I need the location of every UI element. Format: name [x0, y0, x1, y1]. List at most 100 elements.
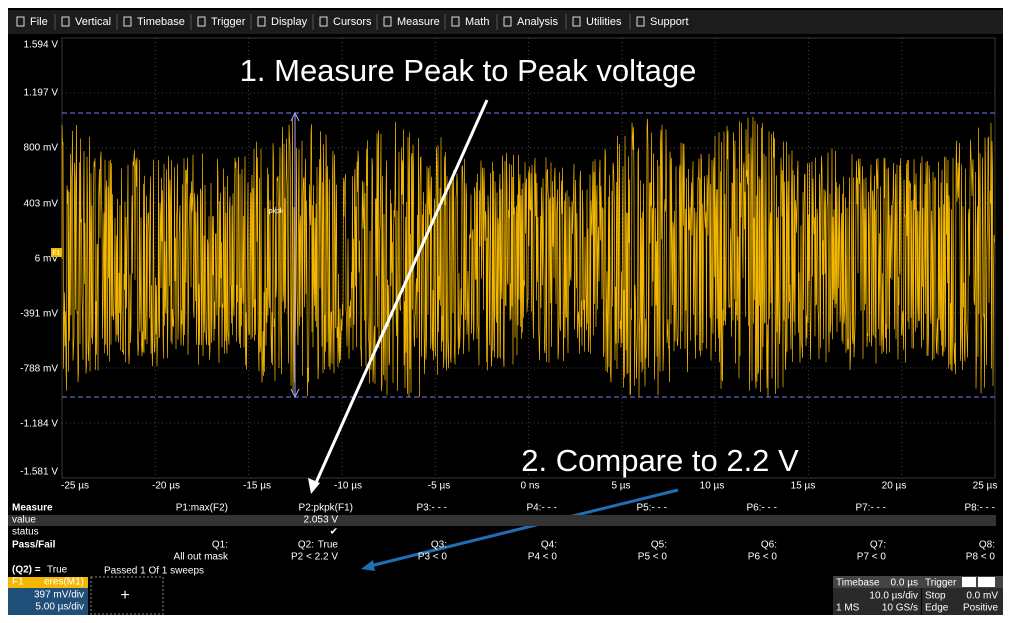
- trigger-source-box: [962, 577, 976, 587]
- cursor-label: pkpk: [269, 208, 284, 215]
- timebase-label: Timebase: [836, 578, 880, 589]
- param-status: ✔: [330, 527, 338, 538]
- menu-icon: [503, 16, 512, 27]
- x-axis-label: -10 µs: [334, 481, 362, 492]
- summary-label: (Q2) =: [12, 565, 41, 576]
- x-axis-label: 10 µs: [700, 481, 725, 492]
- qualifier-rule: P6 < 0: [748, 552, 778, 563]
- channel-body: [8, 588, 88, 615]
- qualifier-rule: P7 < 0: [857, 552, 887, 563]
- qualifier-name: Q6:: [761, 540, 777, 551]
- add-box[interactable]: [90, 576, 164, 615]
- row-label: Measure: [12, 503, 53, 514]
- trigger-coupling-box: [978, 577, 995, 587]
- row-label: value: [12, 515, 36, 526]
- menu-item[interactable]: Analysis: [517, 16, 558, 28]
- trigger-type: Edge: [925, 603, 949, 614]
- trace-marker: F1: [52, 250, 60, 257]
- annotation-arrowhead: [361, 560, 375, 571]
- x-axis-label: 0 ns: [521, 481, 540, 492]
- trigger-slope: Positive: [963, 603, 998, 614]
- param-header: P6:- - -: [746, 503, 777, 514]
- menu-item[interactable]: Timebase: [137, 16, 185, 28]
- menu-item[interactable]: Support: [650, 16, 689, 28]
- qualifier-rule: P2 < 2.2 V: [291, 552, 338, 563]
- menu-icon: [319, 16, 328, 27]
- param-header: P2:pkpk(F1): [299, 503, 353, 514]
- menu-item[interactable]: Utilities: [586, 16, 622, 28]
- add-button[interactable]: +: [120, 587, 129, 604]
- timebase-rate: 10 GS/s: [882, 603, 918, 614]
- qualifier-state: True: [318, 540, 339, 551]
- x-axis-label: -20 µs: [152, 481, 180, 492]
- param-header: P7:- - -: [855, 503, 886, 514]
- qualifier-name: Q4:: [541, 540, 557, 551]
- summary-count: Passed 1 Of 1 sweeps: [104, 566, 204, 577]
- menu-item[interactable]: Display: [271, 16, 308, 28]
- channel-name: F1: [12, 577, 24, 588]
- menu-icon: [257, 16, 266, 27]
- y-axis-label: 403 mV: [24, 199, 59, 210]
- y-axis-label: 1.197 V: [24, 88, 59, 99]
- menu-icon: [451, 16, 460, 27]
- trigger-mode: Stop: [925, 591, 946, 602]
- param-header: P1:max(F2): [176, 503, 228, 514]
- menu-icon: [123, 16, 132, 27]
- trigger-level: 0.0 mV: [966, 591, 998, 602]
- qualifier-name: Q2:: [298, 540, 314, 551]
- x-axis-label: -25 µs: [61, 481, 89, 492]
- y-axis-label: 1.594 V: [24, 40, 59, 51]
- menu-item[interactable]: Measure: [397, 16, 440, 28]
- param-header: P8:- - -: [964, 503, 995, 514]
- channel-hdiv: 5.00 µs/div: [35, 602, 84, 613]
- channel-header: [8, 577, 88, 588]
- param-value: 2.053 V: [304, 515, 339, 526]
- cursor-arrowhead: [290, 111, 300, 399]
- y-axis-label: -788 mV: [20, 364, 58, 375]
- menu-icon: [61, 16, 70, 27]
- timebase-delay: 0.0 µs: [891, 578, 918, 589]
- param-header: P4:- - -: [526, 503, 557, 514]
- menu-icon: [197, 16, 206, 27]
- menu-item[interactable]: Cursors: [333, 16, 372, 28]
- summary-state: True: [47, 565, 68, 576]
- menu-icon: [572, 16, 581, 27]
- x-axis-label: -5 µs: [428, 481, 450, 492]
- trigger-label: Trigger: [925, 578, 957, 589]
- annotation-arrow: [313, 99, 489, 486]
- y-axis-label: 6 mV: [35, 254, 59, 265]
- menu-bar: [8, 10, 1003, 34]
- menu-item[interactable]: Math: [465, 16, 489, 28]
- qualifier-name: Q7:: [870, 540, 886, 551]
- annotation: 2. Compare to 2.2 V: [521, 443, 799, 478]
- y-axis-label: -1.184 V: [20, 419, 58, 430]
- trigger-source: C1: [963, 577, 975, 587]
- table-row-bg: [8, 515, 996, 526]
- qualifier-name: Q8:: [979, 540, 995, 551]
- qualifier-rule: P5 < 0: [638, 552, 668, 563]
- qualifier-name: Q5:: [651, 540, 667, 551]
- row-label: Pass/Fail: [12, 540, 56, 551]
- menu-icon: [636, 16, 645, 27]
- panel-header: [833, 576, 1003, 588]
- menu-item[interactable]: Trigger: [211, 16, 246, 28]
- x-axis-label: 20 µs: [882, 481, 907, 492]
- qualifier-name: Q3:: [431, 540, 447, 551]
- x-axis-label: 25 µs: [973, 481, 998, 492]
- qualifier-rule: P4 < 0: [528, 552, 558, 563]
- y-axis-label: -391 mV: [20, 309, 58, 320]
- menu-icon: [383, 16, 392, 27]
- menu-item[interactable]: File: [30, 16, 48, 28]
- y-axis-label: 800 mV: [24, 143, 59, 154]
- trace-marker-box: [51, 248, 62, 257]
- annotation-arrow: [369, 488, 679, 568]
- qualifier-rule: All out mask: [174, 552, 229, 563]
- x-axis-label: -15 µs: [243, 481, 271, 492]
- channel-source: eres(M1): [44, 577, 84, 588]
- annotation-arrowhead: [308, 478, 320, 494]
- qualifier-rule: P8 < 0: [966, 552, 996, 563]
- timebase-points: 1 MS: [836, 603, 860, 614]
- x-axis-label: 15 µs: [791, 481, 816, 492]
- menu-item[interactable]: Vertical: [75, 16, 111, 28]
